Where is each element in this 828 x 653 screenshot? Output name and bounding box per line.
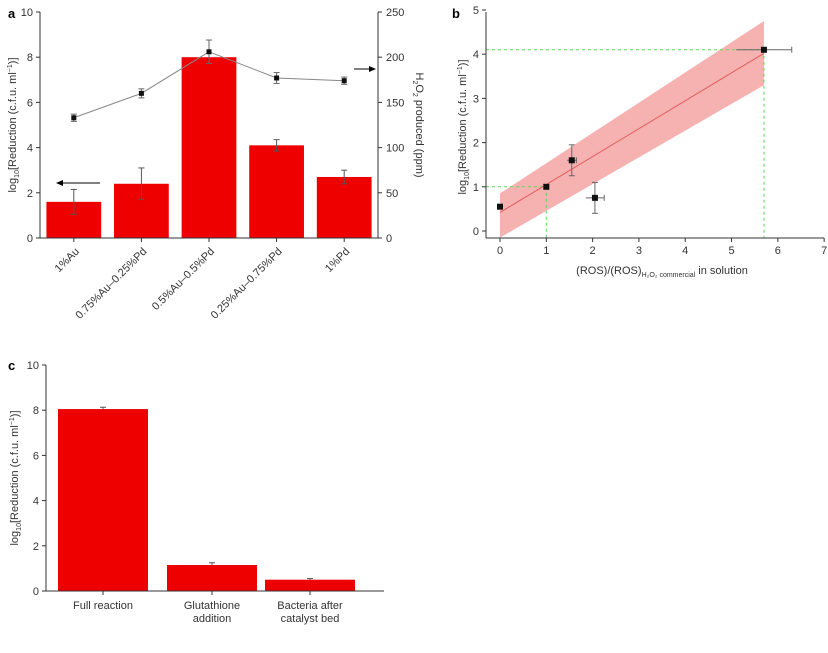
c-xtick-label-2: Bacteria after catalyst bed xyxy=(277,600,343,625)
b-xtick-label-1: 1 xyxy=(543,245,549,257)
right-axis-arrow xyxy=(354,66,376,72)
panel-c-label: c xyxy=(8,358,15,373)
b-xtick-label-5: 5 xyxy=(728,245,734,257)
fit-line xyxy=(499,52,765,213)
a-y2tick-label-0: 0 xyxy=(386,233,392,245)
c-xtick-label-0: Full reaction xyxy=(73,600,133,612)
data-point-3 xyxy=(591,194,598,201)
data-point-2 xyxy=(568,157,575,164)
a-ytick-label-1: 2 xyxy=(27,188,33,200)
bar-error-4 xyxy=(341,169,348,185)
b-ytick-label-3: 3 xyxy=(473,93,479,105)
b-xtick-label-0: 0 xyxy=(497,245,503,257)
a-y2tick-label-4: 200 xyxy=(386,52,404,64)
b-ytick-label-1: 1 xyxy=(473,182,479,194)
a-ytick-label-5: 10 xyxy=(21,7,33,19)
data-point-0 xyxy=(497,203,503,210)
c-bar-error-0 xyxy=(100,406,106,410)
bar-error-1 xyxy=(138,167,145,201)
c-ytick-label-1: 2 xyxy=(33,541,39,553)
c-ytick-label-0: 0 xyxy=(33,586,39,598)
b-xtick-label-2: 2 xyxy=(590,245,596,257)
c-bar-error-2 xyxy=(307,578,313,580)
b-xtick-label-4: 4 xyxy=(682,245,688,257)
a-ytick-label-3: 6 xyxy=(27,97,33,109)
h2o2-point-0 xyxy=(71,115,77,121)
bar-error-3 xyxy=(273,139,280,152)
bar-3 xyxy=(249,145,304,238)
point-group-3 xyxy=(585,181,605,214)
panel-b-label: b xyxy=(452,6,460,21)
panel-c-y-axis-label: log10[Reduction (c.f.u. ml−1)] xyxy=(9,410,23,545)
panel-a-y-axis-label: log10[Reduction (c.f.u. ml−1)] xyxy=(7,57,21,192)
a-xtick-label-0: 1%Au xyxy=(53,246,82,275)
c-ytick-label-3: 6 xyxy=(33,450,39,462)
c-bar-error-1 xyxy=(209,562,215,566)
point-group-4 xyxy=(736,46,793,53)
c-ytick-label-2: 4 xyxy=(33,496,39,508)
a-ytick-label-0: 0 xyxy=(27,233,33,245)
data-point-1 xyxy=(543,183,550,190)
panel-a-chart: 0 2 4 6 8 10 0 50 100 150 200 250 1%Au0.75%Au–0.25… xyxy=(7,7,425,322)
b-xtick-label-7: 7 xyxy=(821,245,827,257)
a-ytick-label-4: 8 xyxy=(27,52,33,64)
a-xtick-label-4: 1%Pd xyxy=(323,246,352,275)
panel-b-chart: 0 1 2 3 4 5 0 1 2 3 4 5 6 7 log10[Reduction (c.f.u. … xyxy=(457,5,827,279)
b-ytick-label-5: 5 xyxy=(473,5,479,17)
panel-b-x-axis-label: (ROS)/(ROS)H₂O₂ commercial in solution xyxy=(576,265,748,279)
c-bar-1 xyxy=(167,565,257,591)
a-xtick-label-3: 0.25%Au–0.75%Pd xyxy=(209,246,285,322)
panel-a-right-axis-label: H2O2 produced (ppm) xyxy=(411,72,425,177)
b-ytick-label-0: 0 xyxy=(473,226,479,238)
a-y2tick-label-1: 50 xyxy=(386,188,398,200)
data-point-4 xyxy=(760,46,767,53)
c-bar-2 xyxy=(265,579,355,591)
panel-a-label: a xyxy=(8,6,16,21)
point-group-2 xyxy=(567,144,577,177)
a-y2tick-label-5: 250 xyxy=(386,7,404,19)
bar-4 xyxy=(316,176,372,238)
panel-c-chart: 0 2 4 6 8 10 Full reaction Glutathione addition… xyxy=(9,360,384,625)
h2o2-point-4 xyxy=(341,78,347,84)
c-xtick-label-1: Glutathione addition xyxy=(184,600,240,625)
h2o2-point-1 xyxy=(138,90,144,96)
b-xtick-label-3: 3 xyxy=(636,245,642,257)
b-xtick-label-6: 6 xyxy=(775,245,781,257)
b-ytick-label-4: 4 xyxy=(473,49,479,61)
b-ytick-label-2: 2 xyxy=(473,138,479,150)
a-y2tick-label-3: 150 xyxy=(386,97,404,109)
bar-2 xyxy=(181,57,237,239)
point-group-1 xyxy=(543,183,550,190)
point-group-0 xyxy=(497,203,503,210)
left-axis-arrow xyxy=(56,180,100,186)
a-xtick-label-1: 0.75%Au–0.25%Pd xyxy=(74,246,150,322)
bar-error-0 xyxy=(70,188,77,215)
a-ytick-label-2: 4 xyxy=(27,143,33,155)
panel-b-y-axis-label: log10[Reduction (c.f.u. ml−1)] xyxy=(457,59,471,194)
c-bar-0 xyxy=(58,409,148,591)
confidence-band xyxy=(500,21,764,238)
a-xtick-label-2: 0.5%Au–0.5%Pd xyxy=(150,246,217,313)
h2o2-point-2 xyxy=(206,49,212,55)
a-y2tick-label-2: 100 xyxy=(386,143,404,155)
c-ytick-label-4: 8 xyxy=(33,405,39,417)
c-ytick-label-5: 10 xyxy=(27,360,39,372)
h2o2-point-3 xyxy=(274,75,280,81)
